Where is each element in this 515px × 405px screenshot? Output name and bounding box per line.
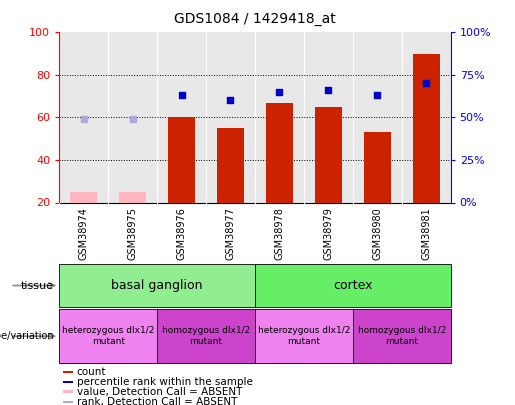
- Bar: [63, 390, 73, 393]
- Text: GSM38981: GSM38981: [421, 207, 431, 260]
- Text: genotype/variation: genotype/variation: [0, 331, 54, 341]
- Bar: [217, 128, 244, 202]
- Point: [79, 116, 88, 122]
- Text: GSM38975: GSM38975: [128, 207, 138, 260]
- Bar: [168, 117, 195, 202]
- Bar: [413, 54, 440, 202]
- Point: [373, 92, 381, 98]
- Bar: [59, 264, 255, 307]
- Point: [226, 97, 234, 104]
- Bar: [63, 381, 73, 383]
- Text: GSM38974: GSM38974: [79, 207, 89, 260]
- Text: value, Detection Call = ABSENT: value, Detection Call = ABSENT: [77, 387, 242, 396]
- Bar: [70, 192, 97, 202]
- Text: rank, Detection Call = ABSENT: rank, Detection Call = ABSENT: [77, 397, 237, 405]
- Text: homozygous dlx1/2
mutant: homozygous dlx1/2 mutant: [162, 326, 250, 346]
- Text: GDS1084 / 1429418_at: GDS1084 / 1429418_at: [174, 12, 336, 26]
- Text: GSM38978: GSM38978: [274, 207, 284, 260]
- Text: GSM38979: GSM38979: [323, 207, 333, 260]
- Bar: [364, 132, 391, 202]
- Text: homozygous dlx1/2
mutant: homozygous dlx1/2 mutant: [357, 326, 446, 346]
- Bar: [157, 309, 255, 363]
- Text: basal ganglion: basal ganglion: [111, 279, 203, 292]
- Point: [177, 92, 185, 98]
- Text: heterozygous dlx1/2
mutant: heterozygous dlx1/2 mutant: [258, 326, 350, 346]
- Bar: [63, 371, 73, 373]
- Bar: [353, 309, 451, 363]
- Point: [422, 80, 430, 87]
- Bar: [315, 107, 342, 202]
- Bar: [59, 309, 157, 363]
- Point: [275, 89, 283, 95]
- Point: [128, 116, 136, 122]
- Bar: [119, 192, 146, 202]
- Text: GSM38976: GSM38976: [177, 207, 186, 260]
- Text: heterozygous dlx1/2
mutant: heterozygous dlx1/2 mutant: [62, 326, 154, 346]
- Point: [324, 87, 333, 94]
- Bar: [255, 264, 451, 307]
- Bar: [63, 401, 73, 403]
- Bar: [266, 102, 293, 202]
- Text: cortex: cortex: [333, 279, 372, 292]
- Text: GSM38980: GSM38980: [372, 207, 382, 260]
- Text: tissue: tissue: [21, 281, 54, 290]
- Text: percentile rank within the sample: percentile rank within the sample: [77, 377, 253, 387]
- Bar: [255, 309, 353, 363]
- Text: count: count: [77, 367, 106, 377]
- Text: GSM38977: GSM38977: [226, 207, 235, 260]
